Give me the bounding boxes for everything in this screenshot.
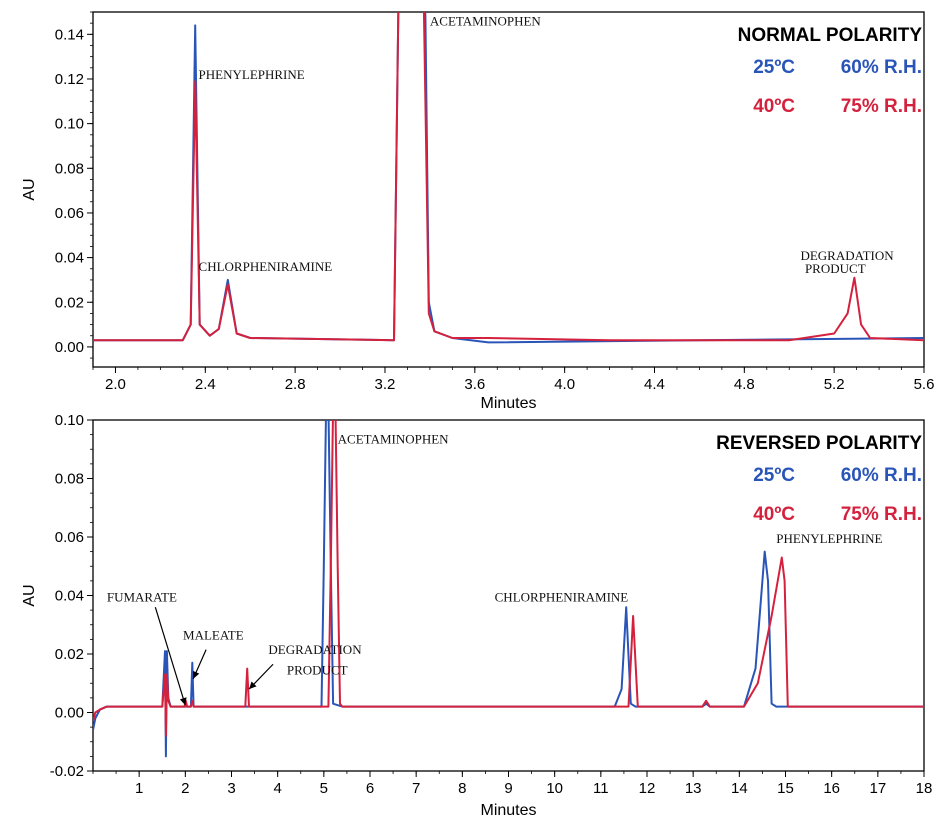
peak-label: FUMARATE (107, 589, 177, 604)
series-line-blue (93, 12, 924, 344)
series-line-red (93, 420, 924, 737)
chart-panel-2: 1 2 3 4 5 6 7 8 9 10 11 12 13 14 15 16 17 18-0.020.000.02… (21, 412, 933, 819)
peak-label: PHENYLEPHRINE (776, 531, 882, 546)
x-tick-label: 6 (366, 780, 374, 797)
series-line-red (93, 12, 924, 342)
y-tick-label: 0.06 (55, 205, 84, 222)
y-tick-label: 0.08 (55, 471, 84, 488)
legend-rh: 75% R.H. (841, 504, 922, 525)
x-tick-label: 4.8 (734, 376, 755, 393)
y-tick-label: 0.06 (55, 529, 84, 546)
y-tick-label: 0.02 (55, 646, 84, 663)
y-axis-title: AU (21, 584, 38, 606)
legend: REVERSED POLARITY 60% R.H. 25ºC 75% R.H. 40º… (716, 433, 922, 525)
x-tick-label: 2.8 (285, 376, 306, 393)
x-tick-label: 1 (135, 780, 143, 797)
x-tick-label: 4.0 (554, 376, 575, 393)
x-tick-label: 11 (593, 780, 609, 797)
x-tick-label: 17 (869, 780, 886, 797)
y-tick-label: 0.02 (55, 294, 84, 311)
x-tick-label: 10 (546, 780, 563, 797)
legend-temp: 40ºC (753, 96, 795, 117)
x-tick-label: 16 (823, 780, 840, 797)
y-tick-label: 0.10 (55, 116, 84, 133)
legend-temp: 25ºC (753, 57, 795, 78)
x-tick-label: 4.4 (644, 376, 665, 393)
series-group (93, 12, 924, 344)
x-tick-label: 14 (731, 780, 748, 797)
peak-label: CHLORPHENIRAMINE (199, 259, 333, 274)
peak-label: CHLORPHENIRAMINE (495, 589, 629, 604)
x-tick-label: 3.2 (375, 376, 396, 393)
polarity-title: NORMAL POLARITY (738, 25, 923, 46)
x-tick-label: 13 (685, 780, 702, 797)
x-tick-label: 2 (181, 780, 189, 797)
peak-label: PHENYLEPHRINE (199, 67, 305, 82)
x-tick-label: 7 (412, 780, 420, 797)
peak-label: PRODUCT (805, 261, 866, 276)
peak-label: DEGRADATION (268, 642, 362, 657)
arrow-head (192, 670, 200, 679)
y-tick-label: 0.04 (55, 250, 84, 267)
x-tick-label: 2.4 (195, 376, 216, 393)
y-tick-label: -0.02 (50, 763, 84, 780)
legend-temp: 25ºC (753, 465, 795, 486)
y-tick-label: 0.00 (55, 339, 84, 356)
legend-rh: 60% R.H. (841, 465, 922, 486)
legend-rh: 60% R.H. (841, 57, 922, 78)
y-tick-label: 0.10 (55, 412, 84, 429)
peak-label: ACETAMINOPHEN (338, 431, 450, 446)
peak-label: ACETAMINOPHEN (430, 13, 542, 28)
arrow-head (179, 697, 187, 706)
peak-label: MALEATE (183, 627, 244, 642)
x-tick-label: 3.6 (464, 376, 485, 393)
x-axis-title: Minutes (480, 802, 536, 819)
annotation-arrow (154, 607, 186, 706)
series-line-blue (93, 420, 924, 758)
peak-label: PRODUCT (287, 662, 348, 677)
x-tick-label: 5.2 (824, 376, 845, 393)
x-tick-label: 5.6 (914, 376, 935, 393)
peak-label: DEGRADATION (800, 248, 894, 263)
x-tick-label: 18 (916, 780, 933, 797)
chart-panel-1: 2.0 2.4 2.8 3.2 3.6 4.0 4.4 4.8 5.2 5.6 0.00 0.02 0.… (21, 11, 935, 412)
arrow-head (249, 681, 257, 690)
y-tick-label: 0.12 (55, 71, 84, 88)
x-tick-label: 12 (639, 780, 656, 797)
legend: NORMAL POLARITY 60% R.H. 25ºC 75% R.H. 40ºC (738, 25, 923, 117)
y-axis-title: AU (21, 178, 38, 200)
series-group (93, 420, 924, 758)
x-axis-title: Minutes (480, 395, 536, 412)
x-tick-label: 5 (320, 780, 328, 797)
x-tick-label: 4 (273, 780, 281, 797)
y-tick-label: 0.08 (55, 160, 84, 177)
x-tick-label: 8 (458, 780, 466, 797)
x-tick-label: 15 (777, 780, 794, 797)
legend-rh: 75% R.H. (841, 96, 922, 117)
x-tick-label: 2.0 (105, 376, 126, 393)
y-tick-label: 0.04 (55, 588, 84, 605)
y-tick-label: 0.14 (55, 26, 84, 43)
plot-frame (92, 11, 925, 368)
legend-temp: 40ºC (753, 504, 795, 525)
x-tick-label: 3 (227, 780, 235, 797)
x-tick-label: 9 (504, 780, 512, 797)
y-tick-label: 0.00 (55, 705, 84, 722)
polarity-title: REVERSED POLARITY (716, 433, 922, 454)
